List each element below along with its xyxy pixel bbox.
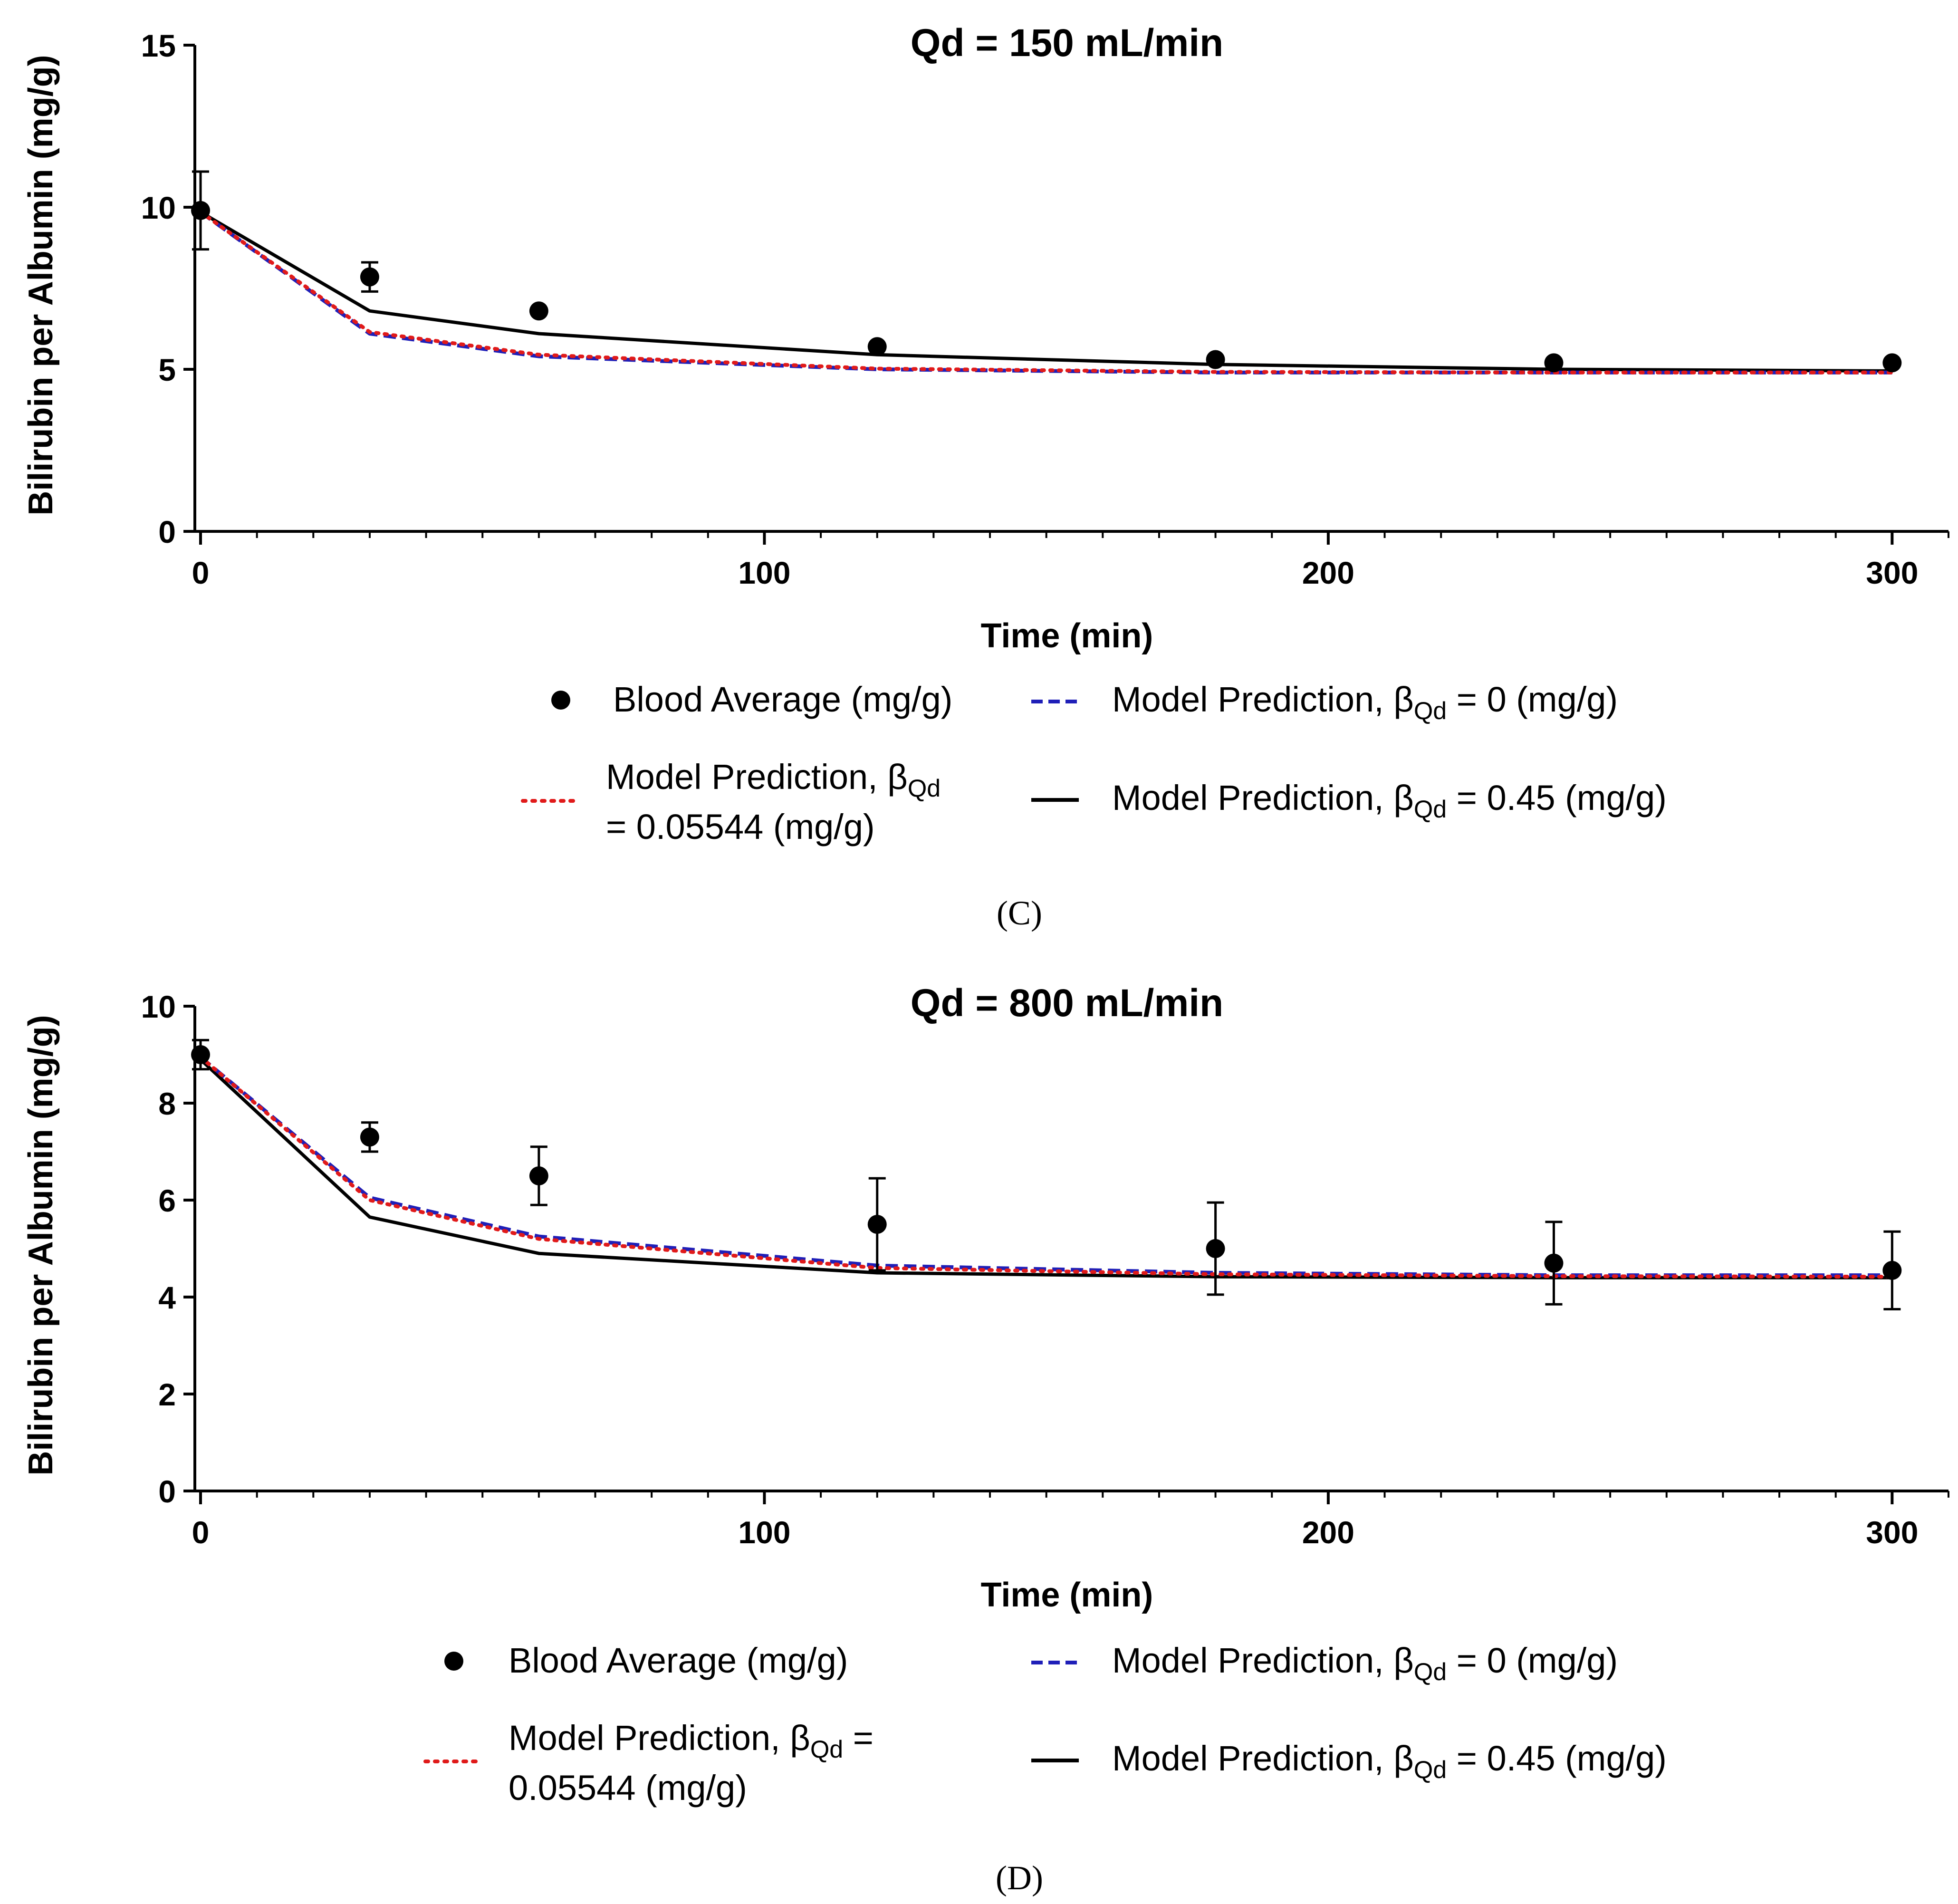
- data-markers: [191, 170, 1902, 373]
- data-point: [529, 301, 548, 321]
- legend: Blood Average (mg/g) Model Prediction, β…: [423, 1641, 1667, 1808]
- data-point: [1882, 1260, 1902, 1280]
- panel-caption: (C): [997, 894, 1042, 932]
- series-line-dotted: [199, 1055, 1894, 1279]
- x-tick-label: 0: [192, 1515, 210, 1550]
- legend-swatch-blood-average: [444, 1652, 463, 1671]
- x-tick-label: 300: [1866, 555, 1918, 590]
- legend-label-beta-005544: Model Prediction, βQd: [606, 757, 941, 802]
- data-point: [1206, 1239, 1225, 1258]
- y-tick-label: 2: [158, 1377, 176, 1412]
- legend-label-beta-045: Model Prediction, βQd = 0.45 (mg/g): [1112, 778, 1667, 823]
- y-tick-label: 10: [141, 989, 176, 1024]
- series-line-dotted: [199, 210, 1894, 375]
- y-tick-label: 8: [158, 1086, 176, 1121]
- data-point: [360, 267, 379, 287]
- x-tick-label: 300: [1866, 1515, 1918, 1550]
- data-point: [191, 1045, 210, 1064]
- x-tick-label: 100: [738, 1515, 790, 1550]
- series-group: [199, 1055, 1894, 1279]
- y-tick-label: 0: [158, 514, 176, 549]
- legend-label-blood-average: Blood Average (mg/g): [613, 680, 952, 719]
- x-tick-label: 100: [738, 555, 790, 590]
- data-markers: [191, 1039, 1902, 1310]
- legend-label-beta-005544: Model Prediction, βQd =: [509, 1718, 873, 1763]
- data-point: [360, 1127, 379, 1147]
- series-line-dashed: [199, 210, 1892, 375]
- x-axis-label: Time (min): [981, 1576, 1153, 1614]
- legend-label-beta-045: Model Prediction, βQd = 0.45 (mg/g): [1112, 1739, 1667, 1784]
- data-point: [1882, 353, 1902, 373]
- y-tick-label: 15: [141, 28, 176, 63]
- y-tick-label: 5: [158, 352, 176, 387]
- x-tick-label: 200: [1302, 1515, 1354, 1550]
- chart-title: Qd = 150 mL/min: [911, 21, 1223, 65]
- series-line-solid: [200, 211, 1892, 373]
- y-tick-label: 6: [158, 1183, 176, 1218]
- y-tick-label: 0: [158, 1474, 176, 1509]
- legend-label-beta-0: Model Prediction, βQd = 0 (mg/g): [1112, 1641, 1618, 1686]
- legend-label-blood-average: Blood Average (mg/g): [509, 1641, 848, 1680]
- x-axis-label: Time (min): [981, 617, 1153, 655]
- panel-caption: (D): [996, 1859, 1043, 1897]
- series-line-dashed: [199, 1056, 1892, 1278]
- x-tick-label: 200: [1302, 555, 1354, 590]
- legend-label-beta-0: Model Prediction, βQd = 0 (mg/g): [1112, 680, 1618, 725]
- axes: 0 5 10 15 0 100 200 300: [141, 28, 1949, 590]
- data-point: [1206, 350, 1225, 369]
- panel-d: Qd = 800 mL/min Bilirubin per Albumin (m…: [22, 981, 1949, 1897]
- chart-title: Qd = 800 mL/min: [911, 981, 1223, 1025]
- legend-label-beta-005544-line2: = 0.05544 (mg/g): [606, 807, 875, 846]
- series-line-solid: [199, 1058, 1892, 1279]
- data-point: [529, 1166, 548, 1185]
- legend: Blood Average (mg/g) Model Prediction, β…: [521, 680, 1667, 846]
- data-point: [1544, 353, 1564, 373]
- y-tick-label: 4: [158, 1280, 176, 1315]
- series-group: [199, 210, 1894, 375]
- panel-c: Qd = 150 mL/min Bilirubin per Albumin (m…: [22, 21, 1949, 932]
- y-axis-label: Bilirubin per Albumin (mg/g): [22, 55, 60, 515]
- data-point: [867, 1215, 887, 1234]
- y-axis-label: Bilirubin per Albumin (mg/g): [22, 1015, 60, 1475]
- x-tick-label: 0: [192, 555, 210, 590]
- y-tick-label: 10: [141, 190, 176, 225]
- data-point: [191, 201, 210, 220]
- legend-label-beta-005544-line2: 0.05544 (mg/g): [509, 1768, 747, 1808]
- data-point: [1544, 1253, 1564, 1273]
- data-point: [867, 337, 887, 356]
- legend-swatch-blood-average: [551, 691, 570, 710]
